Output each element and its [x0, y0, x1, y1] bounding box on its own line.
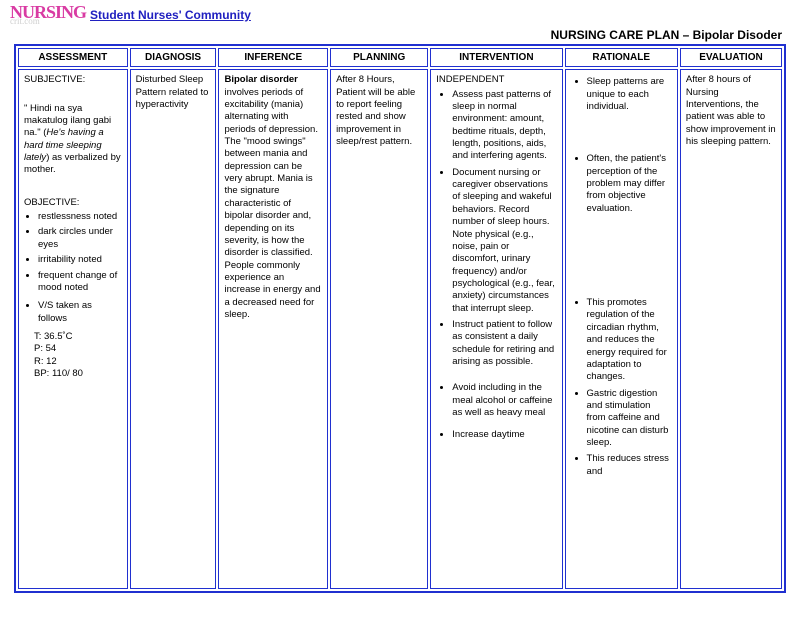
list-item: Assess past patterns of sleep in normal …	[452, 89, 556, 163]
logo: NURSING crit.com	[10, 6, 90, 24]
objective-list: restlessness noted dark circles under ey…	[24, 211, 122, 294]
page-header: NURSING crit.com Student Nurses' Communi…	[0, 0, 800, 26]
diagnosis-text: Disturbed Sleep Pattern related to hyper…	[136, 74, 211, 111]
cell-intervention: INDEPENDENT Assess past patterns of slee…	[430, 69, 562, 589]
col-header-intervention: INTERVENTION	[430, 48, 562, 67]
vs-line: BP: 110/ 80	[34, 368, 122, 380]
list-item: This promotes regulation of the circadia…	[587, 297, 672, 383]
vs-label: V/S taken as follows	[38, 300, 122, 325]
subjective-label: SUBJECTIVE:	[24, 74, 122, 86]
vs-list: V/S taken as follows	[24, 300, 122, 325]
cell-rationale: Sleep patterns are unique to each indivi…	[565, 69, 678, 589]
list-item: restlessness noted	[38, 211, 122, 223]
evaluation-text: After 8 hours of Nursing Interventions, …	[686, 74, 776, 148]
cell-diagnosis: Disturbed Sleep Pattern related to hyper…	[130, 69, 217, 589]
vital-signs: T: 36.5˚C P: 54 R: 12 BP: 110/ 80	[24, 331, 122, 380]
table-header-row: ASSESSMENT DIAGNOSIS INFERENCE PLANNING …	[18, 48, 782, 67]
vs-line: R: 12	[34, 356, 122, 368]
cell-evaluation: After 8 hours of Nursing Interventions, …	[680, 69, 782, 589]
list-item: irritability noted	[38, 254, 122, 266]
care-plan-table: ASSESSMENT DIAGNOSIS INFERENCE PLANNING …	[16, 46, 784, 591]
list-item: Sleep patterns are unique to each indivi…	[587, 76, 672, 113]
rationale-list: Sleep patterns are unique to each indivi…	[571, 76, 672, 478]
list-item: Instruct patient to follow as consistent…	[452, 319, 556, 368]
vs-line: P: 54	[34, 343, 122, 355]
col-header-diagnosis: DIAGNOSIS	[130, 48, 217, 67]
vs-line: T: 36.5˚C	[34, 331, 122, 343]
col-header-planning: PLANNING	[330, 48, 428, 67]
cell-assessment: SUBJECTIVE: " Hindi na sya makatulog ila…	[18, 69, 128, 589]
community-link[interactable]: Student Nurses' Community	[90, 8, 251, 22]
list-item: Document nursing or caregiver observatio…	[452, 167, 556, 315]
list-item: Avoid including in the meal alcohol or c…	[452, 382, 556, 419]
objective-label: OBJECTIVE:	[24, 197, 122, 209]
col-header-rationale: RATIONALE	[565, 48, 678, 67]
list-item: Increase daytime	[452, 429, 556, 441]
table-body-row: SUBJECTIVE: " Hindi na sya makatulog ila…	[18, 69, 782, 589]
planning-text: After 8 Hours, Patient will be able to r…	[336, 74, 422, 148]
independent-label: INDEPENDENT	[436, 74, 556, 86]
intervention-list: Assess past patterns of sleep in normal …	[436, 89, 556, 442]
col-header-evaluation: EVALUATION	[680, 48, 782, 67]
list-item: Often, the patient's perception of the p…	[587, 153, 672, 215]
col-header-inference: INFERENCE	[218, 48, 328, 67]
cell-planning: After 8 Hours, Patient will be able to r…	[330, 69, 428, 589]
list-item: This reduces stress and	[587, 453, 672, 478]
cell-inference: Bipolar disorder involves periods of exc…	[218, 69, 328, 589]
list-item: frequent change of mood noted	[38, 270, 122, 295]
list-item: dark circles under eyes	[38, 226, 122, 251]
col-header-assessment: ASSESSMENT	[18, 48, 128, 67]
list-item: Gastric digestion and stimulation from c…	[587, 388, 672, 450]
subjective-text: " Hindi na sya makatulog ilang gabi na."…	[24, 103, 122, 177]
inference-rest: involves periods of excitability (mania)…	[224, 87, 320, 320]
inference-lead: Bipolar disorder	[224, 74, 297, 85]
document-title: NURSING CARE PLAN – Bipolar Disoder	[0, 26, 800, 44]
table-frame: ASSESSMENT DIAGNOSIS INFERENCE PLANNING …	[14, 44, 786, 593]
